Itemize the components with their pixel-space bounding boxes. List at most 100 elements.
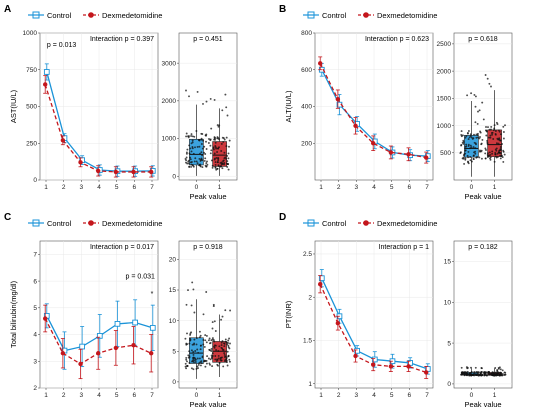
jitter-point — [495, 149, 498, 152]
jitter-point — [211, 365, 214, 368]
jitter-point — [227, 168, 230, 171]
jitter-point — [199, 344, 202, 347]
jitter-point — [217, 137, 220, 140]
jitter-point — [201, 166, 204, 169]
jitter-point — [467, 161, 470, 164]
jitter-point — [481, 138, 484, 141]
jitter-point — [184, 362, 187, 365]
jitter-point — [499, 154, 502, 157]
jitter-point — [499, 152, 502, 155]
series-dex — [43, 304, 154, 380]
jitter-point — [503, 373, 506, 376]
jitter-point — [216, 363, 219, 366]
jitter-point — [228, 145, 230, 148]
jitter-point — [474, 95, 477, 98]
x-axis-title: Peak value — [189, 192, 226, 201]
jitter-point — [199, 165, 202, 168]
jitter-point — [229, 309, 232, 312]
jitter-point — [460, 144, 463, 147]
jitter-point — [205, 162, 208, 165]
x-tick-label: 3 — [355, 392, 359, 399]
x-tick-label: 0 — [470, 392, 474, 399]
box-control — [184, 281, 209, 379]
data-point — [149, 325, 156, 331]
jitter-point — [489, 156, 492, 159]
jitter-point — [502, 149, 505, 152]
jitter-point — [486, 77, 489, 80]
jitter-point — [197, 367, 199, 370]
jitter-point — [205, 100, 208, 103]
box-pvalue: p = 0.451 — [193, 36, 222, 43]
jitter-point — [464, 149, 467, 152]
jitter-point — [469, 144, 472, 147]
jitter-point — [190, 367, 193, 370]
jitter-point — [221, 340, 224, 343]
jitter-point — [227, 354, 230, 357]
jitter-point — [212, 339, 215, 341]
jitter-point — [468, 136, 471, 139]
y-tick-label: 1000 — [23, 30, 38, 37]
jitter-point — [198, 357, 201, 360]
jitter-point — [188, 95, 190, 98]
jitter-point — [484, 371, 487, 373]
panel-letter: D — [279, 212, 286, 223]
jitter-point — [477, 373, 480, 376]
jitter-point — [204, 365, 207, 368]
jitter-point — [191, 139, 194, 142]
jitter-point — [470, 366, 472, 369]
data-point — [96, 168, 101, 174]
jitter-point — [495, 121, 498, 124]
data-point — [96, 351, 101, 356]
x-tick-label: 4 — [372, 392, 376, 399]
jitter-point — [218, 146, 220, 149]
data-point — [406, 364, 411, 369]
jitter-point — [216, 147, 219, 150]
jitter-point — [204, 164, 207, 167]
jitter-point — [209, 152, 212, 155]
jitter-point — [205, 291, 208, 293]
jitter-point — [226, 350, 229, 353]
y-tick-label: 2000 — [437, 68, 452, 75]
jitter-point — [227, 344, 230, 347]
y-tick-label: 0 — [172, 173, 176, 180]
jitter-point — [219, 161, 222, 164]
jitter-point — [203, 151, 205, 154]
jitter-point — [213, 152, 216, 155]
jitter-point — [205, 359, 208, 362]
jitter-point — [185, 159, 188, 162]
jitter-point — [199, 152, 201, 155]
jitter-point — [463, 153, 466, 156]
jitter-point — [202, 313, 205, 316]
jitter-point — [212, 305, 215, 308]
jitter-point — [210, 149, 213, 152]
jitter-point — [191, 360, 193, 363]
jitter-point — [192, 353, 195, 356]
y-tick-label: 2 — [308, 294, 312, 301]
jitter-point — [485, 130, 488, 133]
line-plot: 0 250 500 750 1000 1 2 3 4 5 6 7 AST(IU/L) Interactio… — [9, 30, 159, 191]
jitter-point — [475, 143, 477, 146]
jitter-point — [193, 311, 196, 314]
jitter-point — [213, 98, 216, 101]
jitter-point — [482, 118, 485, 121]
jitter-point — [196, 90, 199, 93]
y-tick-label: 0 — [33, 177, 37, 184]
box-dex — [483, 366, 507, 377]
jitter-point — [216, 161, 219, 163]
jitter-point — [480, 367, 483, 370]
jitter-point — [473, 133, 475, 136]
jitter-point — [192, 350, 195, 353]
y-tick-label: 1000 — [437, 123, 452, 130]
jitter-point — [496, 152, 499, 155]
jitter-point — [201, 147, 204, 150]
pvalue-annotation: * — [151, 291, 154, 298]
jitter-point — [206, 160, 208, 163]
x-tick-label: 6 — [408, 184, 412, 191]
jitter-point — [220, 344, 223, 347]
jitter-point — [494, 367, 497, 369]
jitter-point — [214, 141, 217, 144]
x-tick-label: 4 — [97, 392, 101, 399]
y-tick-label: 200 — [301, 140, 312, 147]
jitter-point — [469, 374, 472, 377]
jitter-point — [205, 341, 208, 344]
